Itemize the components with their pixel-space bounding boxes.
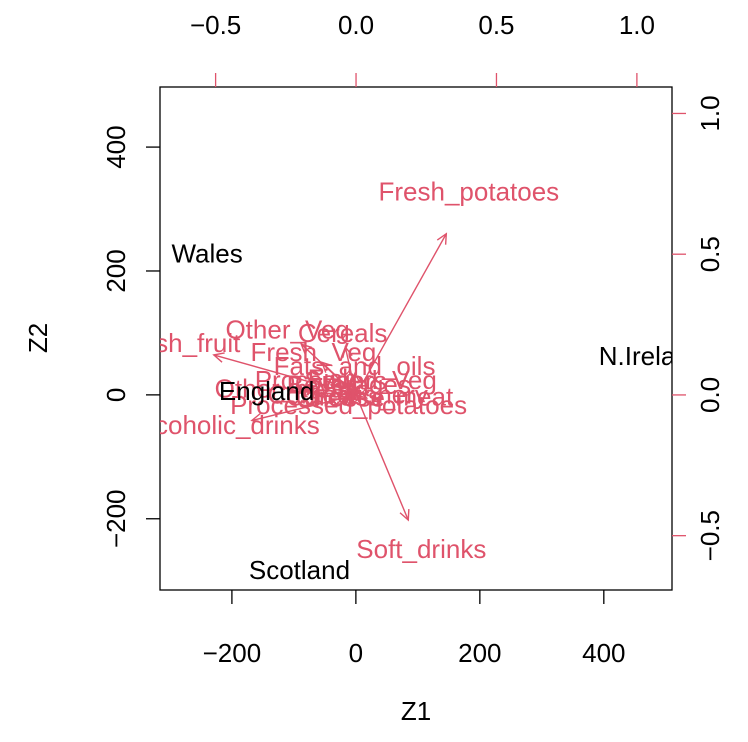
arrow-head xyxy=(212,352,225,363)
loading-arrow xyxy=(213,354,357,396)
arrow-head xyxy=(250,412,263,424)
loading-arrow xyxy=(300,343,357,396)
loading-label: Fresh_potatoes xyxy=(379,176,560,206)
plot-area: CheeseCarcass_meatOther_meatFishFats_and… xyxy=(116,176,705,585)
y-tick-label: 200 xyxy=(101,249,131,292)
loading-label: Carcass_meat xyxy=(286,382,454,412)
x-tick-label: 200 xyxy=(458,638,501,668)
loading-label: Fresh_fruit xyxy=(116,328,241,358)
arrow-head xyxy=(436,232,448,245)
point-label: N.Ireland xyxy=(599,341,705,371)
loading-label: Other_Veg xyxy=(225,314,349,344)
arrow-head xyxy=(300,343,313,355)
loading-label: Processed_potatoes xyxy=(230,390,467,420)
loading-label: Sugars xyxy=(304,366,386,396)
point-label: England xyxy=(219,376,314,406)
x-tick-label: 400 xyxy=(582,638,625,668)
loading-arrow xyxy=(349,394,357,405)
plot-frame xyxy=(159,86,673,591)
loading-arrow xyxy=(344,346,357,396)
arrow-head xyxy=(399,509,410,522)
x-tick-label: 0 xyxy=(349,638,363,668)
arrow-head xyxy=(320,361,333,373)
y-axis-label: Z2 xyxy=(23,323,53,353)
loading-label: Processed_Veg xyxy=(255,365,437,395)
arrow-head xyxy=(349,371,361,384)
loading-label: Fats_and_oils xyxy=(274,351,436,381)
loading-arrow xyxy=(251,394,357,422)
y2-tick-label: 1.0 xyxy=(695,95,725,131)
loading-arrow xyxy=(355,233,447,396)
x-axis-label: Z1 xyxy=(401,696,431,726)
loading-label: Beverages xyxy=(287,369,411,399)
x-tick-label: −200 xyxy=(203,638,262,668)
arrow-head xyxy=(342,345,353,358)
y-tick-label: 0 xyxy=(101,388,131,402)
x2-tick-label: −0.5 xyxy=(190,10,241,40)
y-tick-label: −200 xyxy=(101,489,131,548)
x2-tick-label: 0.5 xyxy=(478,10,514,40)
y2-tick-label: 0.0 xyxy=(695,377,725,413)
loading-label: Cereals xyxy=(298,318,388,348)
loading-arrow xyxy=(355,394,409,521)
loading-label: Fresh_Veg xyxy=(251,337,377,367)
loading-label: Alcoholic_drinks xyxy=(132,410,320,440)
loading-arrow xyxy=(355,394,367,399)
y2-tick-label: 0.5 xyxy=(695,236,725,272)
arrow-head xyxy=(347,389,361,400)
x2-tick-label: 0.0 xyxy=(338,10,374,40)
point-label: Scotland xyxy=(249,555,350,585)
loading-label: Soft_drinks xyxy=(356,534,486,564)
y2-tick-label: −0.5 xyxy=(695,510,725,561)
arrow-head xyxy=(349,393,360,406)
arrow-head xyxy=(296,386,309,398)
loading-label: Other_meat xyxy=(215,374,353,404)
y-tick-label: 400 xyxy=(101,125,131,168)
loading-arrow xyxy=(297,390,357,396)
x2-tick-label: 1.0 xyxy=(619,10,655,40)
point-label: Wales xyxy=(171,238,242,268)
loading-label: Confectionery xyxy=(267,379,427,409)
